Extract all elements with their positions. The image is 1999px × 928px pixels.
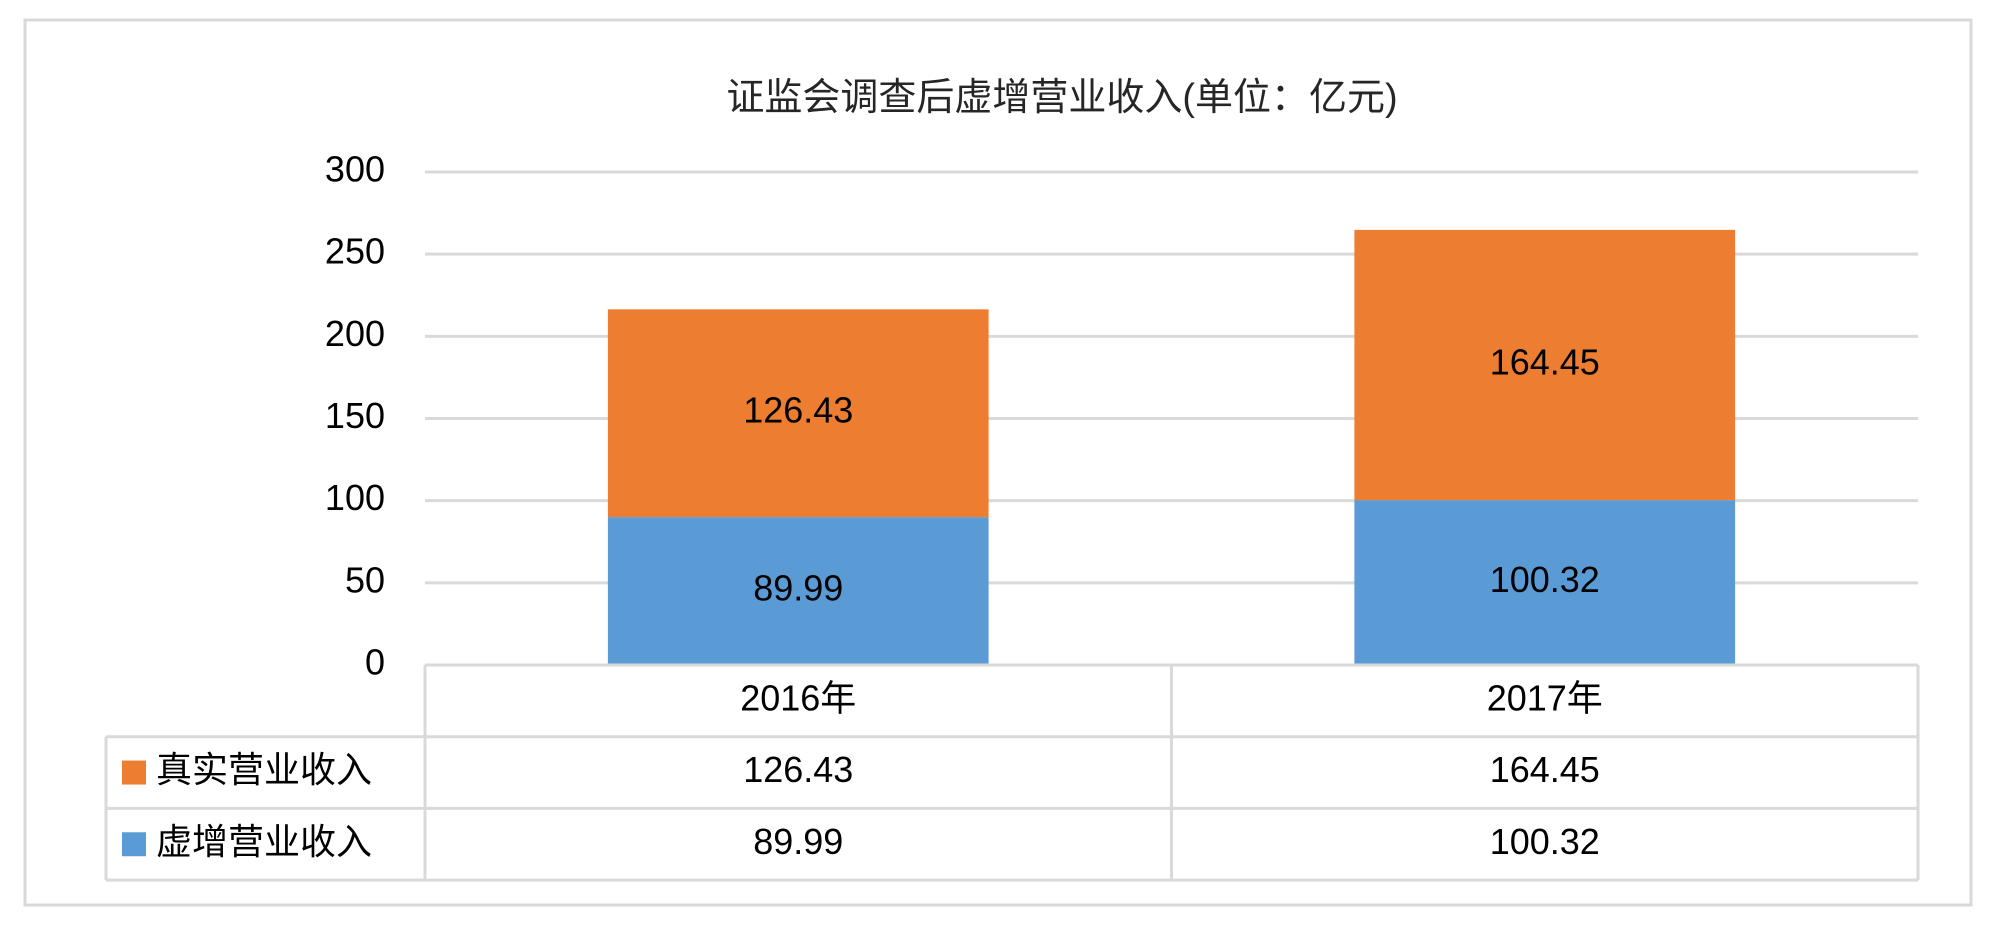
chart-title: 证监会调查后虚增营业收入(单位：亿元) — [726, 77, 1397, 119]
data-label: 126.43 — [743, 390, 853, 431]
data-label: 100.32 — [1490, 559, 1600, 600]
table-cell: 126.43 — [743, 749, 853, 790]
y-tick-label: 150 — [325, 395, 385, 436]
table-cell: 100.32 — [1490, 821, 1600, 862]
y-tick-label: 250 — [325, 231, 385, 272]
data-label: 164.45 — [1490, 342, 1600, 383]
legend-swatch — [122, 760, 146, 785]
legend-label: 虚增营业收入 — [156, 821, 372, 862]
y-tick-label: 50 — [345, 559, 385, 600]
table-cell: 164.45 — [1490, 749, 1600, 790]
bar-segment — [607, 309, 989, 518]
table-cell: 89.99 — [753, 821, 843, 862]
y-tick-label: 200 — [325, 313, 385, 354]
legend-label: 真实营业收入 — [156, 749, 372, 790]
y-tick-label: 0 — [365, 642, 385, 683]
y-tick-label: 300 — [325, 149, 385, 190]
bar-segment — [1354, 500, 1736, 665]
bar-segment — [1354, 229, 1736, 501]
y-tick-label: 100 — [325, 477, 385, 518]
x-tick-label: 2017年 — [1487, 677, 1603, 718]
bar-segment — [607, 517, 989, 665]
x-tick-label: 2016年 — [740, 677, 856, 718]
data-label: 89.99 — [753, 568, 843, 609]
legend-swatch — [122, 832, 146, 857]
